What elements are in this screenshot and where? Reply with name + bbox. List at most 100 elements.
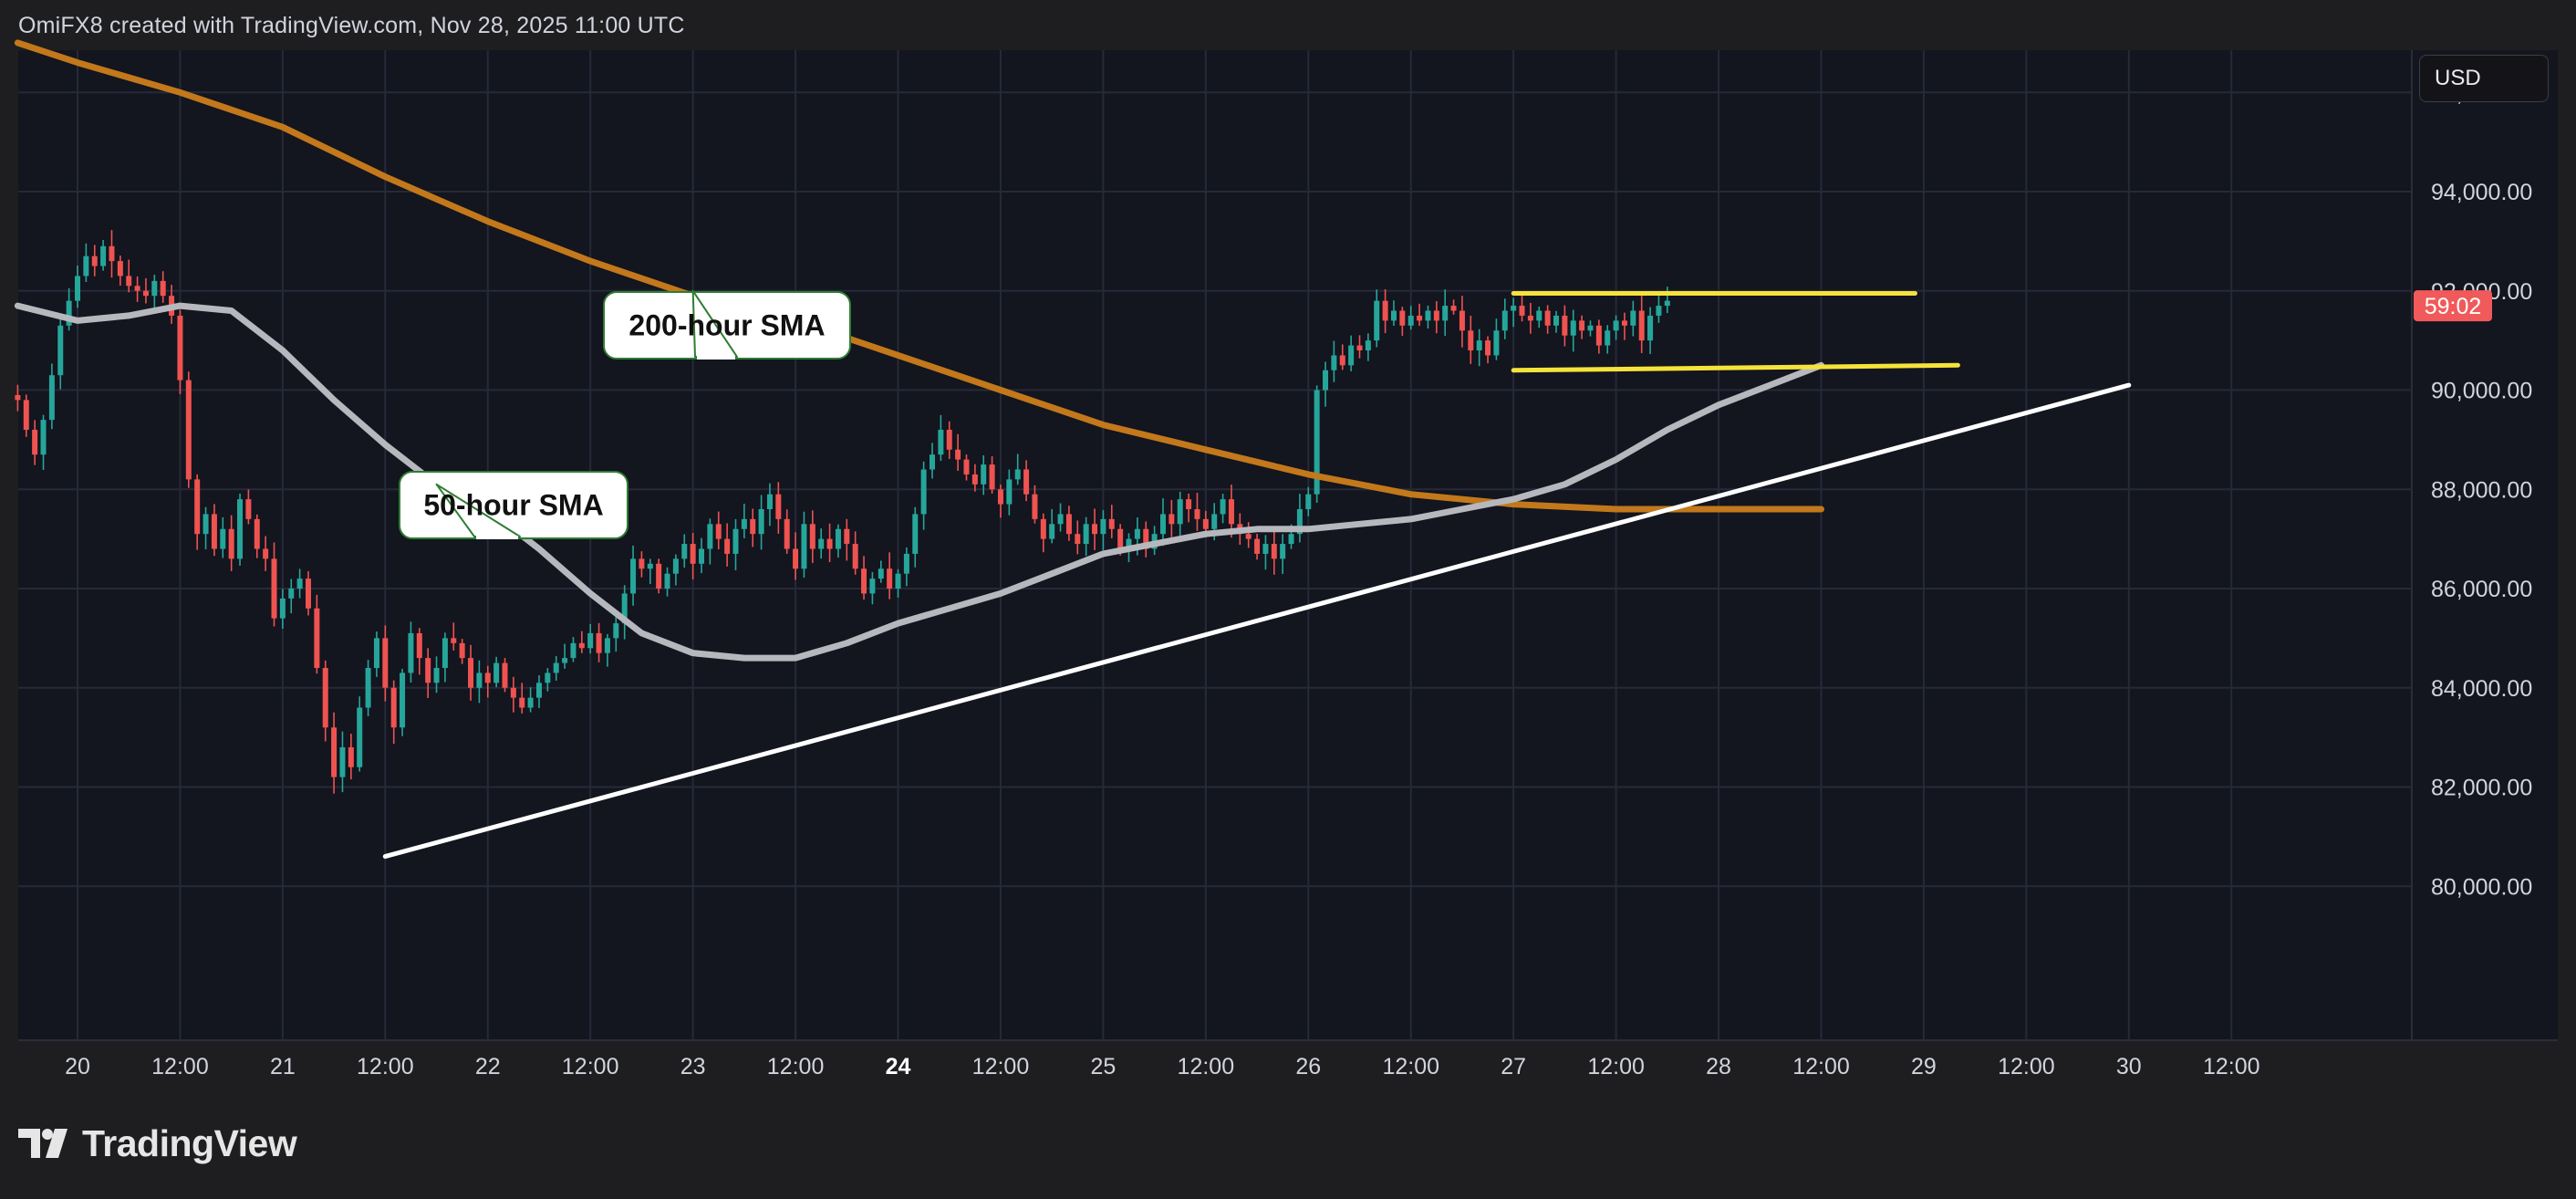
candle-body bbox=[1365, 340, 1371, 350]
candle-body bbox=[1356, 345, 1363, 350]
candle-body bbox=[527, 697, 534, 708]
x-tick-label: 25 bbox=[1090, 1054, 1116, 1079]
candle-body bbox=[468, 658, 474, 688]
candle-body bbox=[493, 662, 500, 683]
candle-body bbox=[365, 668, 371, 708]
candle-body bbox=[220, 528, 226, 549]
candlestick-series bbox=[15, 230, 1670, 794]
candle-body bbox=[981, 464, 987, 485]
candle-body bbox=[1032, 494, 1038, 519]
candle-body bbox=[1579, 320, 1585, 331]
candle-body bbox=[989, 464, 995, 490]
x-tick-label: 12:00 bbox=[1382, 1054, 1439, 1079]
candle-body bbox=[861, 568, 867, 594]
candle-body bbox=[160, 280, 166, 297]
candle-body bbox=[1595, 325, 1602, 346]
candle-body bbox=[578, 642, 585, 649]
candle-body bbox=[1425, 310, 1431, 321]
candle-body bbox=[1656, 306, 1662, 316]
candle-body bbox=[510, 687, 516, 698]
candle-body bbox=[1083, 524, 1089, 545]
candle-body bbox=[1493, 330, 1500, 356]
candle-body bbox=[672, 558, 679, 574]
y-tick-label: 86,000.00 bbox=[2431, 577, 2532, 602]
candle-body bbox=[1228, 499, 1234, 525]
candle-body bbox=[126, 276, 132, 287]
candle-body bbox=[279, 598, 286, 619]
candle-body bbox=[1399, 310, 1406, 326]
candle-body bbox=[519, 697, 525, 708]
candle-body bbox=[920, 469, 927, 515]
candle-body bbox=[775, 494, 782, 519]
candle-body bbox=[1331, 355, 1337, 370]
candle-body bbox=[100, 245, 107, 266]
candle-body bbox=[741, 518, 747, 529]
candle-body bbox=[647, 563, 653, 569]
candle-body bbox=[75, 276, 80, 301]
candle-body bbox=[109, 245, 115, 262]
candle-body bbox=[1630, 310, 1636, 326]
range-bottom-line bbox=[1511, 362, 1960, 373]
candle-body bbox=[801, 524, 807, 569]
candle-body bbox=[553, 662, 559, 673]
candle-body bbox=[1254, 538, 1261, 554]
candle-body bbox=[758, 509, 764, 535]
candle-body bbox=[151, 280, 158, 297]
x-tick-label: 24 bbox=[886, 1054, 911, 1079]
candle-body bbox=[639, 558, 645, 569]
candle-body bbox=[373, 638, 379, 668]
candle-body bbox=[1194, 509, 1200, 519]
candle-body bbox=[322, 668, 328, 728]
candle-body bbox=[1186, 499, 1192, 509]
candle-body bbox=[613, 623, 619, 639]
candle-body bbox=[1159, 514, 1166, 535]
candle-body bbox=[826, 538, 833, 549]
candle-body bbox=[1271, 544, 1277, 559]
x-tick-label: 26 bbox=[1295, 1054, 1321, 1079]
candle-body bbox=[1433, 310, 1439, 321]
candle-body bbox=[245, 499, 252, 519]
candle-body bbox=[1570, 320, 1576, 336]
candle-body bbox=[296, 579, 303, 589]
candle-body bbox=[433, 668, 440, 683]
candle-body bbox=[1390, 310, 1397, 321]
candle-body bbox=[288, 589, 295, 599]
current-price-tag: 59:02 bbox=[2414, 290, 2492, 322]
candle-body bbox=[1621, 320, 1627, 326]
candle-body bbox=[451, 638, 457, 643]
candle-body bbox=[1169, 514, 1175, 525]
candle-body bbox=[1450, 306, 1457, 311]
candle-body bbox=[1664, 300, 1670, 307]
x-tick-label: 12:00 bbox=[1178, 1054, 1235, 1079]
candle-body bbox=[1553, 315, 1560, 326]
candle-body bbox=[1442, 306, 1449, 321]
candle-body bbox=[930, 454, 935, 470]
currency-button[interactable]: USD bbox=[2419, 55, 2549, 102]
x-axis-ticks: 20 12:00 21 12:00 22 12:00 23 12:00 24 12:00 25 12:… bbox=[65, 1054, 2259, 1079]
candle-body bbox=[476, 672, 483, 688]
candle-body bbox=[1348, 345, 1355, 366]
price-tag-label: 59:02 bbox=[2425, 294, 2482, 319]
candle-body bbox=[425, 658, 431, 683]
candle-body bbox=[1023, 469, 1030, 495]
x-tick-label: 30 bbox=[2116, 1054, 2142, 1079]
candle-body bbox=[1511, 306, 1517, 311]
candle-body bbox=[844, 528, 850, 545]
candle-body bbox=[1040, 518, 1046, 539]
candle-body bbox=[177, 315, 183, 381]
candle-body bbox=[271, 558, 277, 619]
candle-body bbox=[587, 632, 594, 649]
y-axis-area bbox=[2412, 50, 2558, 1040]
y-tick-label: 84,000.00 bbox=[2431, 676, 2532, 702]
y-tick-label: 88,000.00 bbox=[2431, 477, 2532, 503]
sma50-line bbox=[14, 302, 1824, 662]
candle-body bbox=[887, 568, 893, 589]
candle-body bbox=[1638, 310, 1645, 341]
candle-body bbox=[357, 707, 363, 767]
candle-body bbox=[570, 642, 576, 659]
x-tick-label: 12:00 bbox=[972, 1054, 1030, 1079]
annotation-callout: 200-hour SMA bbox=[603, 289, 851, 360]
candle-body bbox=[1075, 534, 1081, 545]
annotation-callouts: 200-hour SMA 50-hour SMA bbox=[399, 289, 851, 539]
